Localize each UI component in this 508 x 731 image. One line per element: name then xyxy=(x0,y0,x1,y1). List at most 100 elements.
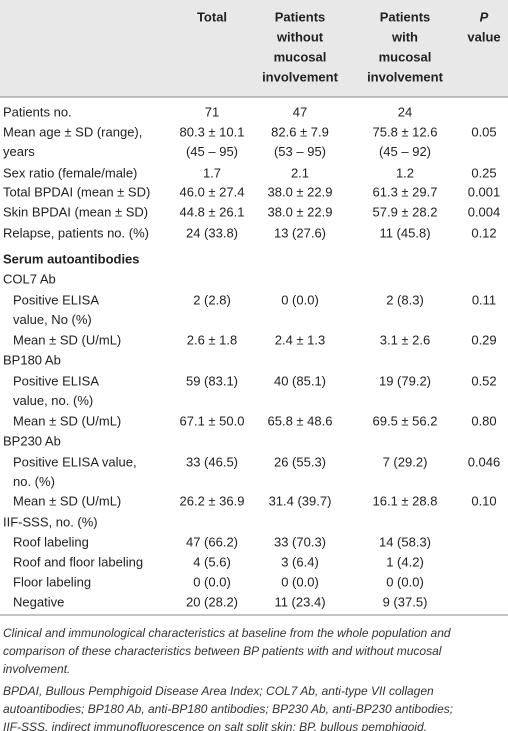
row-label: BP180 Ab xyxy=(3,352,61,367)
row-label: Roof and floor labeling xyxy=(13,554,143,569)
cell: 0.004 xyxy=(468,204,501,219)
cell: 33 (46.5) xyxy=(186,454,238,469)
cell: 26 (55.3) xyxy=(274,454,326,469)
row-label: Positive ELISA value, xyxy=(13,454,137,469)
row-label: Mean ± SD (U/mL) xyxy=(13,413,121,428)
header-background xyxy=(0,0,508,97)
footnote: IIF-SSS, indirect immunofluorescence on … xyxy=(3,720,427,731)
cell: 47 xyxy=(293,104,307,119)
row-label: Patients no. xyxy=(3,104,72,119)
footnote: autoantibodies; BP180 Ab, anti-BP180 ant… xyxy=(3,702,453,716)
cell: 9 (37.5) xyxy=(383,594,428,609)
cell: 2 (8.3) xyxy=(386,292,424,307)
cell: 44.8 ± 26.1 xyxy=(180,204,245,219)
cell: 13 (27.6) xyxy=(274,225,326,240)
cell: 40 (85.1) xyxy=(274,373,326,388)
cell: (45 – 95) xyxy=(186,144,238,159)
footnote: BPDAI, Bullous Pemphigoid Disease Area I… xyxy=(3,684,434,698)
cell: 80.3 ± 10.1 xyxy=(180,124,245,139)
cell: 0.25 xyxy=(471,165,496,180)
row-label: Total BPDAI (mean ± SD) xyxy=(3,184,150,199)
cell: (45 – 92) xyxy=(379,144,431,159)
cell: 2.1 xyxy=(291,165,309,180)
cell: 0.001 xyxy=(468,184,501,199)
cell: 16.1 ± 28.8 xyxy=(373,493,438,508)
row-label: Skin BPDAI (mean ± SD) xyxy=(3,204,148,219)
footnote: Clinical and immunological characteristi… xyxy=(3,626,451,640)
column-header: Patients xyxy=(380,9,431,24)
cell: 11 (23.4) xyxy=(274,594,325,609)
cell: 26.2 ± 36.9 xyxy=(180,493,245,508)
row-label: Positive ELISA xyxy=(13,373,99,388)
column-header: involvement xyxy=(367,69,444,84)
column-header: Patients xyxy=(275,9,326,24)
cell: 2.6 ± 1.8 xyxy=(187,332,238,347)
cell: 1.2 xyxy=(396,165,414,180)
column-header: value xyxy=(467,29,500,44)
cell: 46.0 ± 27.4 xyxy=(180,184,245,199)
cell: 71 xyxy=(205,104,219,119)
cell: 1 (4.2) xyxy=(386,554,424,569)
cell: 61.3 ± 29.7 xyxy=(373,184,438,199)
cell: 69.5 ± 56.2 xyxy=(373,413,438,428)
cell: 75.8 ± 12.6 xyxy=(373,124,438,139)
cell: 57.9 ± 28.2 xyxy=(373,204,438,219)
cell: 0.80 xyxy=(471,413,496,428)
cell: 0.11 xyxy=(472,292,496,307)
cell: 47 (66.2) xyxy=(186,534,238,549)
row-label: BP230 Ab xyxy=(3,433,61,448)
row-label: years xyxy=(3,144,35,159)
cell: 0 (0.0) xyxy=(281,574,319,589)
column-header: involvement xyxy=(262,69,339,84)
cell: 0 (0.0) xyxy=(281,292,319,307)
row-label: Sex ratio (female/male) xyxy=(3,165,137,180)
row-label: COL7 Ab xyxy=(3,271,56,286)
cell: 59 (83.1) xyxy=(186,373,238,388)
cell: 2 (2.8) xyxy=(193,292,231,307)
cell: (53 – 95) xyxy=(274,144,326,159)
row-label: Floor labeling xyxy=(13,574,91,589)
cell: 4 (5.6) xyxy=(193,554,231,569)
cell: 0.10 xyxy=(471,493,496,508)
column-header: mucosal xyxy=(379,49,432,64)
row-label: value, No (%) xyxy=(13,312,92,327)
row-label: IIF-SSS, no. (%) xyxy=(3,514,98,529)
column-header: with xyxy=(391,29,418,44)
row-label: Negative xyxy=(13,594,64,609)
cell: 7 (29.2) xyxy=(383,454,428,469)
cell: 0.12 xyxy=(471,225,496,240)
cell: 38.0 ± 22.9 xyxy=(268,184,333,199)
cell: 67.1 ± 50.0 xyxy=(180,413,245,428)
cell: 3 (6.4) xyxy=(281,554,319,569)
cell: 0.046 xyxy=(468,454,501,469)
row-label: no. (%) xyxy=(13,474,55,489)
cell: 33 (70.3) xyxy=(274,534,326,549)
cell: 14 (58.3) xyxy=(379,534,431,549)
column-header: without xyxy=(276,29,324,44)
cell: 20 (28.2) xyxy=(186,594,238,609)
cell: 0.05 xyxy=(471,124,496,139)
cell: 31.4 (39.7) xyxy=(269,493,332,508)
column-header: P xyxy=(480,9,489,24)
cell: 2.4 ± 1.3 xyxy=(275,332,326,347)
row-label: Mean ± SD (U/mL) xyxy=(13,332,121,347)
footnote: comparison of these characteristics betw… xyxy=(3,644,442,658)
row-label: Roof labeling xyxy=(13,534,89,549)
cell: 0.52 xyxy=(471,373,496,388)
row-label: value, no. (%) xyxy=(13,393,93,408)
cell: 38.0 ± 22.9 xyxy=(268,204,333,219)
row-label: Relapse, patients no. (%) xyxy=(3,225,149,240)
cell: 0 (0.0) xyxy=(386,574,424,589)
row-label: Serum autoantibodies xyxy=(3,251,140,266)
cell: 3.1 ± 2.6 xyxy=(380,332,431,347)
column-header: mucosal xyxy=(274,49,327,64)
cell: 24 xyxy=(398,104,412,119)
cell: 0 (0.0) xyxy=(193,574,231,589)
cell: 0.29 xyxy=(471,332,496,347)
footnote: involvement. xyxy=(3,662,70,676)
cell: 65.8 ± 48.6 xyxy=(268,413,333,428)
column-header: Total xyxy=(197,9,227,24)
row-label: Mean ± SD (U/mL) xyxy=(13,493,121,508)
cell: 24 (33.8) xyxy=(186,225,238,240)
